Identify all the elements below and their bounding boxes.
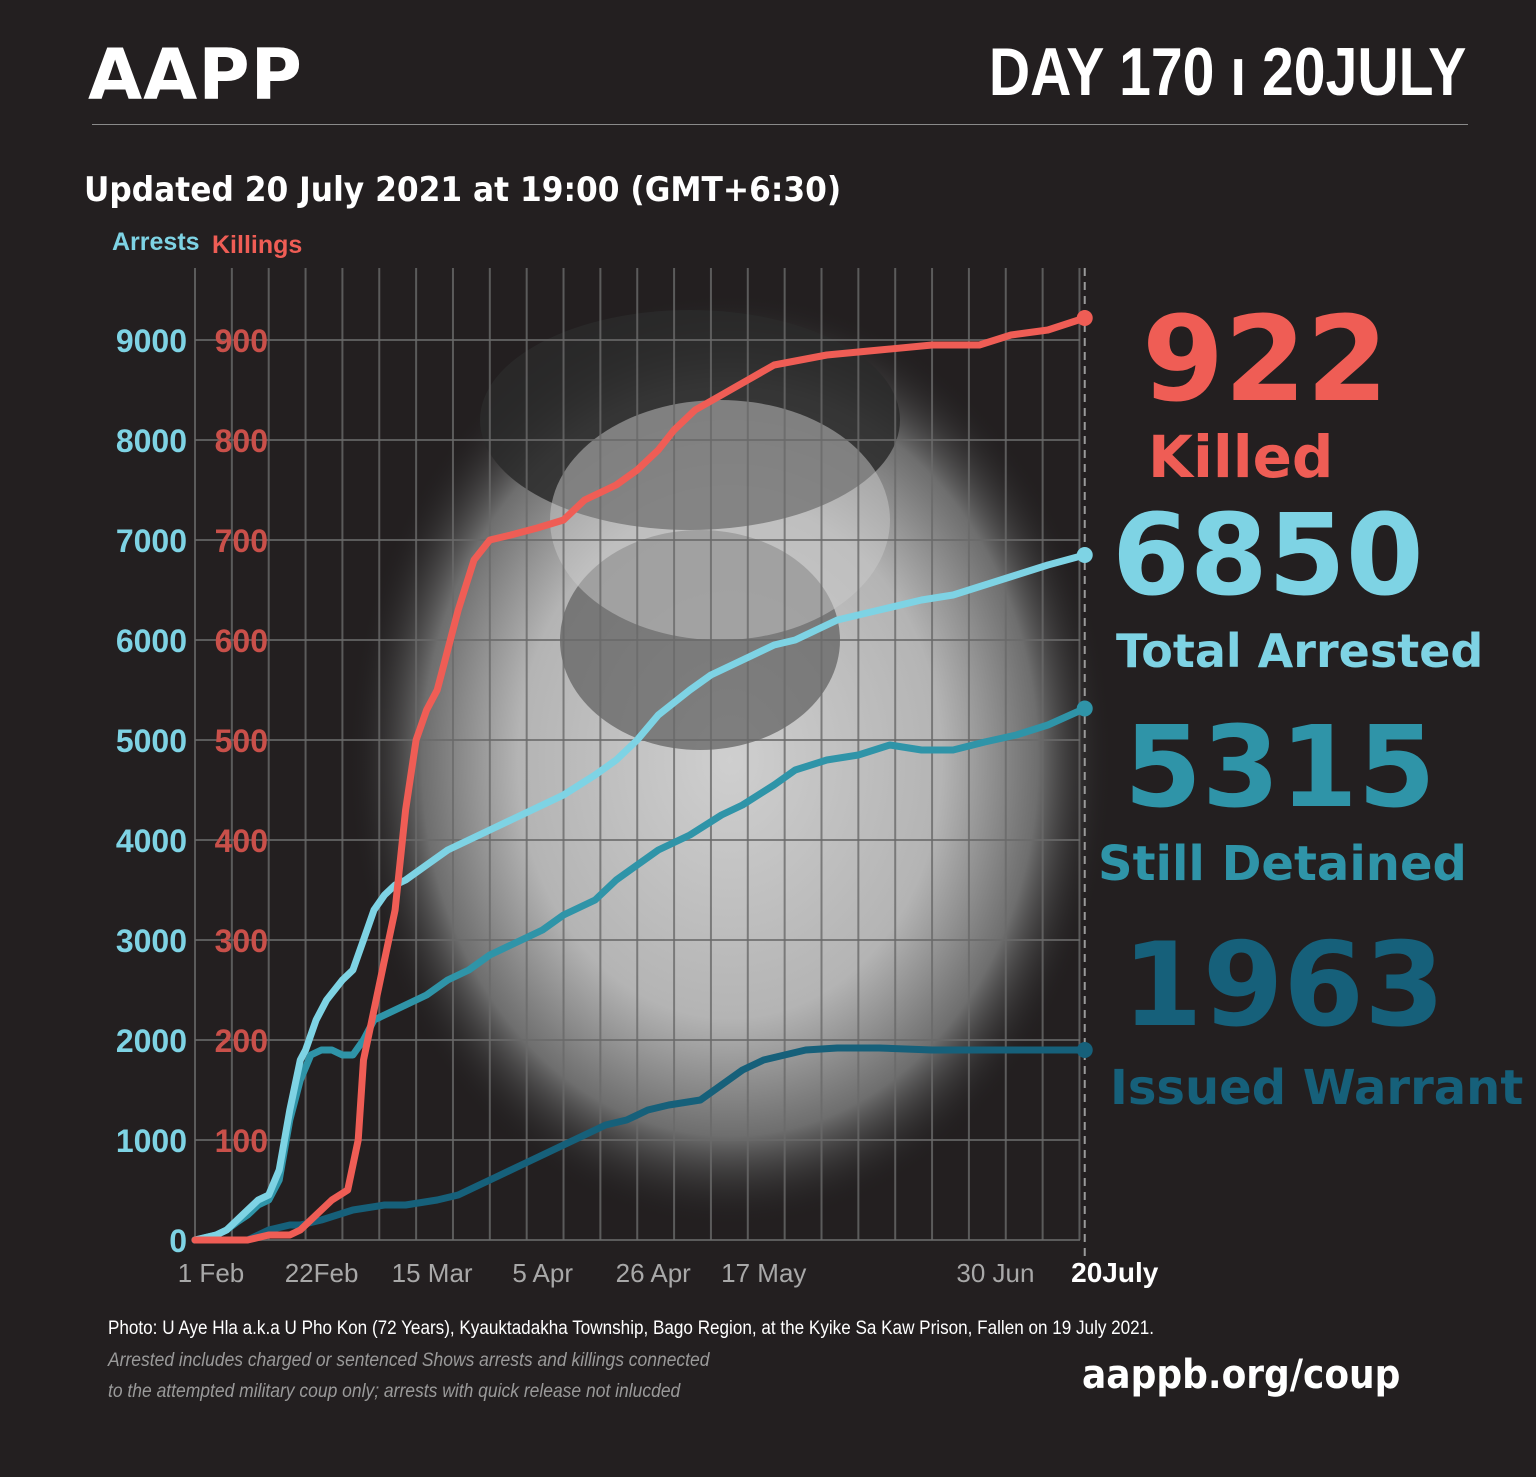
series-line-total-arrested: [191, 551, 1089, 1244]
x-tick-label: 30 Jun: [956, 1258, 1034, 1288]
series-line-issued-warrant: [191, 1044, 1089, 1244]
y-left-tick-label: 2000: [116, 1023, 187, 1059]
header-divider: [92, 124, 1468, 125]
arrested-label: Total Arrested: [1116, 624, 1484, 678]
warrant-count: 1963: [1122, 918, 1445, 1053]
y-right-tick-label: 100: [215, 1123, 268, 1159]
y-right-tick-label: 500: [215, 723, 268, 759]
org-logo: AAPP: [88, 34, 303, 116]
arrested-count: 6850: [1112, 491, 1424, 621]
y-right-tick-label: 800: [215, 423, 268, 459]
x-tick-label: 1 Feb: [178, 1258, 245, 1288]
y-left-tick-label: 1000: [116, 1123, 187, 1159]
x-tick-label: 5 Apr: [512, 1258, 573, 1288]
y-left-axis-title: Arrests: [112, 228, 200, 256]
y-left-tick-label: 4000: [116, 823, 187, 859]
methodology-note-line1: Arrested includes charged or sentenced S…: [108, 1350, 710, 1371]
warrant-label: Issued Warrant: [1110, 1060, 1524, 1116]
chart-series: [191, 310, 1093, 1244]
killed-label: Killed: [1148, 423, 1334, 491]
chart-grid: [194, 268, 1086, 1260]
series-line-killed: [191, 314, 1089, 1244]
series-endpoint-still-detained: [1076, 700, 1093, 717]
x-tick-label: 22Feb: [285, 1258, 359, 1288]
methodology-note-line2: to the attempted military coup only; arr…: [108, 1381, 681, 1402]
portrait-photo: [345, 290, 1115, 1230]
y-right-tick-label: 700: [215, 523, 268, 559]
y-left-tick-label: 7000: [116, 523, 187, 559]
series-endpoint-killed: [1076, 310, 1093, 326]
y-left-tick-label: 9000: [116, 323, 187, 359]
x-tick-label: 15 Mar: [392, 1258, 473, 1288]
y-right-tick-label: 200: [215, 1023, 268, 1059]
x-tick-label: 20July: [1071, 1257, 1159, 1288]
x-tick-label: 17 May: [721, 1258, 806, 1288]
updated-timestamp: Updated 20 July 2021 at 19:00 (GMT+6:30): [84, 170, 842, 210]
y-left-tick-label: 8000: [116, 423, 187, 459]
detained-count: 5315: [1124, 703, 1436, 833]
y-left-tick-label: 6000: [116, 623, 187, 659]
detained-label: Still Detained: [1098, 836, 1467, 892]
killed-count: 922: [1142, 290, 1389, 428]
y-left-tick-label: 3000: [116, 923, 187, 959]
day-date-headline: DAY 170 ı 20JULY: [988, 34, 1466, 110]
y-right-axis-title: Killings: [212, 231, 302, 259]
website-link[interactable]: aappb.org/coup: [1082, 1352, 1401, 1398]
y-left-tick-label: 5000: [116, 723, 187, 759]
y-right-tick-label: 400: [215, 823, 268, 859]
y-right-tick-label: 300: [215, 923, 268, 959]
y-right-tick-label: 900: [215, 323, 268, 359]
y-right-tick-label: 600: [215, 623, 268, 659]
series-endpoint-issued-warrant: [1076, 1042, 1093, 1058]
photo-caption: Photo: U Aye Hla a.k.a U Pho Kon (72 Yea…: [108, 1318, 1154, 1339]
chart-labels: 0 1000 2000 3000 4000 5000 6000 7000 8000 9000 100…: [112, 228, 1159, 1288]
y-left-tick-label: 0: [169, 1223, 187, 1259]
series-endpoint-total-arrested: [1076, 547, 1093, 563]
x-tick-label: 26 Apr: [616, 1258, 692, 1288]
